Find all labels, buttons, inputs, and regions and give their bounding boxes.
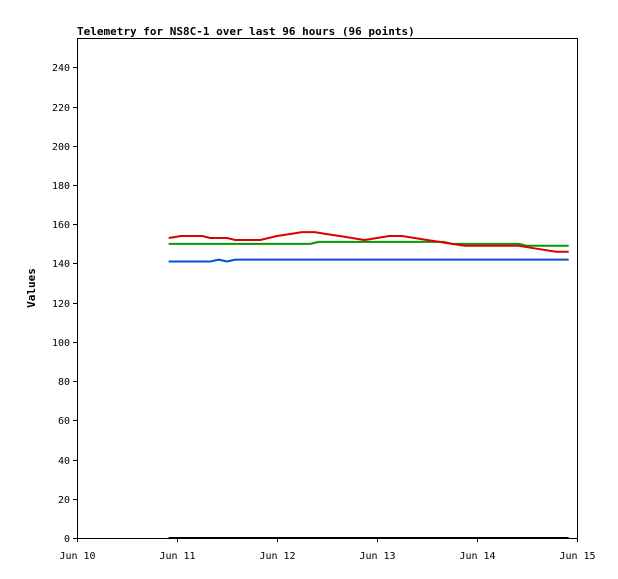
y-tick-label: 0: [64, 534, 70, 545]
y-tick-label: 180: [52, 181, 70, 192]
y-tick-label: 140: [52, 259, 70, 270]
y-tick-label: 100: [52, 338, 70, 349]
x-tick-label: Jun 14: [459, 551, 495, 562]
y-tick-label: 60: [58, 416, 70, 427]
y-tick-label: 120: [52, 299, 70, 310]
y-tick-label: 200: [52, 142, 70, 153]
x-axis: Jun 10 Jun 11 Jun 12 Jun 13 Jun 14 Jun 15: [59, 538, 596, 562]
x-tick-label: Jun 15: [559, 551, 595, 562]
y-tick-label: 80: [58, 377, 70, 388]
y-tick-label: 20: [58, 495, 70, 506]
chart-title: Telemetry for NS8C-1 over last 96 hours …: [77, 25, 415, 38]
x-tick-label: Jun 13: [359, 551, 395, 562]
y-axis: 0 20 40 60 80 100 120 140 160 180 200 220 240: [52, 63, 77, 545]
y-tick-label: 40: [58, 456, 70, 467]
plot-frame: [77, 38, 578, 539]
series-line: [168, 258, 569, 263]
y-tick-label: 160: [52, 220, 70, 231]
x-tick-label: Jun 12: [259, 551, 295, 562]
y-tick-label: 240: [52, 63, 70, 74]
x-tick-label: Jun 10: [59, 551, 95, 562]
y-axis-label: Values: [25, 268, 38, 308]
series-group: [168, 231, 569, 539]
series-line: [168, 231, 569, 253]
y-tick-label: 220: [52, 103, 70, 114]
x-tick-label: Jun 11: [159, 551, 195, 562]
